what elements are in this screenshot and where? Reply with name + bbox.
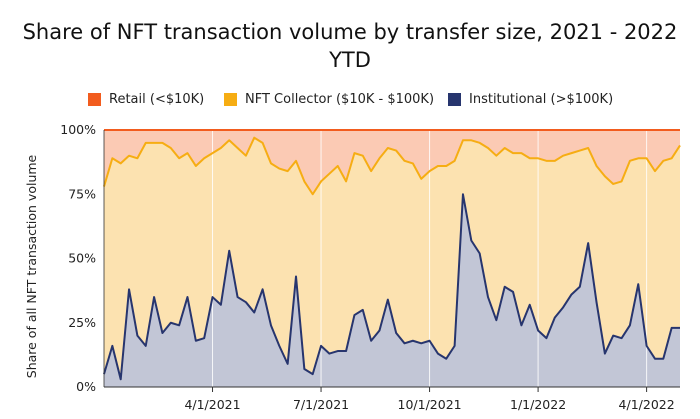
x-tick-7-1-2021: 7/1/2021 (293, 397, 349, 412)
legend-item-nft-collector: NFT Collector ($10K - $100K) (224, 92, 434, 107)
y-axis-label: Share of all NFT transaction volume (24, 154, 39, 378)
line-institutional-100k (103, 193, 680, 381)
x-tick-4-1-2021: 4/1/2021 (184, 397, 240, 412)
legend-label-nft-collector: NFT Collector ($10K - $100K) (245, 92, 435, 107)
line-nft-collector-10k-100k (103, 136, 681, 196)
legend-swatch-institutional (448, 93, 461, 106)
y-tick-100: 100% (60, 122, 96, 137)
legend: Retail (<$10K) NFT Collector ($10K - $10… (0, 92, 700, 112)
x-tick-1-1-2022: 1/1/2022 (510, 397, 566, 412)
legend-swatch-retail (88, 93, 101, 106)
legend-item-institutional: Institutional (>$100K) (448, 92, 613, 107)
legend-label-institutional: Institutional (>$100K) (469, 92, 614, 107)
area-institutional-100k (104, 194, 680, 387)
legend-swatch-nft-collector (224, 93, 237, 106)
y-tick-50: 50% (68, 251, 96, 266)
x-tick-10-1-2021: 10/1/2021 (398, 397, 462, 412)
y-tick-75: 75% (68, 186, 96, 201)
y-tick-0: 0% (76, 379, 96, 394)
legend-item-retail: Retail (<$10K) (88, 92, 204, 107)
legend-label-retail: Retail (<$10K) (109, 92, 205, 107)
chart-title: Share of NFT transaction volume by trans… (22, 20, 678, 72)
x-tick-4-1-2022: 4/1/2022 (619, 397, 675, 412)
y-tick-25: 25% (68, 315, 96, 330)
